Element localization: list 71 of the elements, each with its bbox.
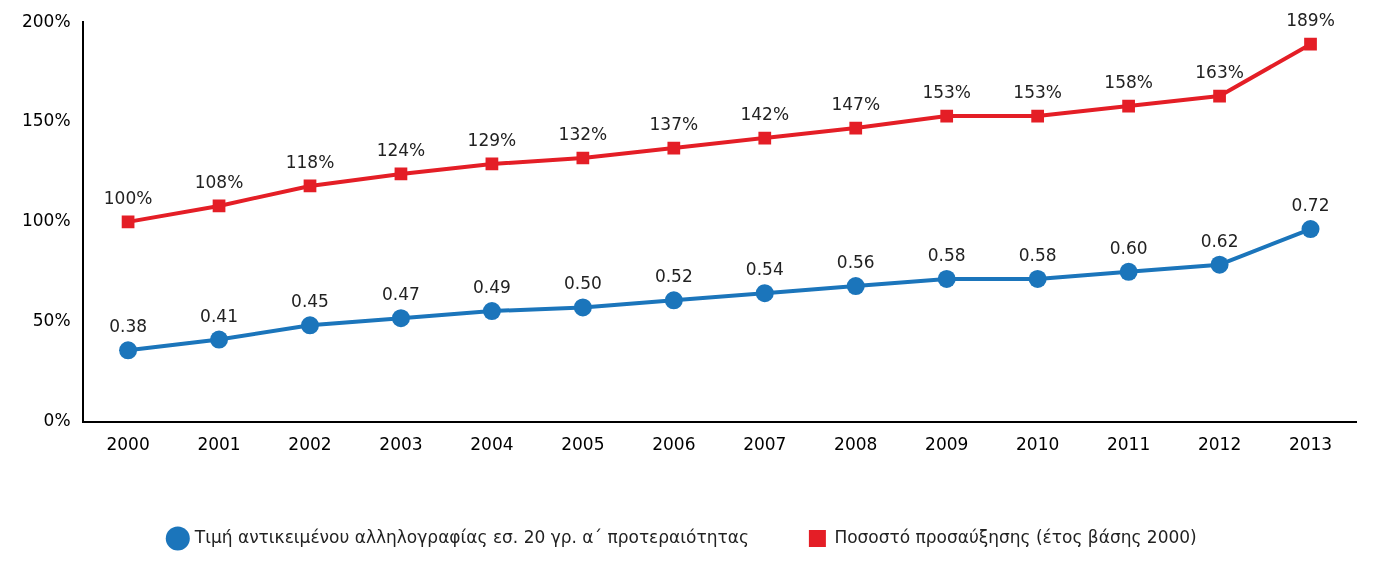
point (482, 302, 501, 321)
x-tick-label: 2013 (1288, 434, 1333, 455)
point (758, 131, 772, 145)
x-tick-label: 2011 (1106, 434, 1151, 455)
x-tick-label: 2012 (1197, 434, 1242, 455)
point (849, 121, 863, 135)
x-tick-label: 2001 (197, 434, 241, 455)
data-label: 137% (649, 113, 699, 134)
data-label: 0.38 (109, 316, 148, 337)
data-label: 0.45 (291, 291, 329, 312)
point (1028, 269, 1047, 288)
point (119, 341, 138, 360)
data-label: 163% (1195, 62, 1244, 83)
point (300, 316, 319, 335)
data-label: 132% (558, 123, 608, 144)
y-tick-label: 50% (32, 310, 71, 331)
data-label: 108% (194, 171, 244, 192)
x-tick-label: 2000 (106, 434, 150, 455)
data-label: 0.58 (1018, 244, 1057, 265)
point (1304, 37, 1317, 51)
point (1119, 262, 1138, 281)
x-tick-label: 2008 (834, 434, 878, 455)
point (940, 109, 954, 123)
legend-label: Ποσοστό προσαύξησης (έτος βάσης 2000) (834, 526, 1197, 547)
data-label: 147% (831, 93, 881, 114)
point (1210, 255, 1229, 274)
data-label: 153% (922, 81, 971, 102)
data-label: 0.52 (654, 266, 693, 287)
x-tick-label: 2004 (470, 434, 514, 455)
point (391, 309, 410, 328)
point (937, 269, 956, 288)
y-tick-label: 150% (21, 110, 71, 131)
x-tick-label: 2006 (652, 434, 696, 455)
data-label: 158% (1104, 72, 1153, 92)
data-label: 0.62 (1200, 230, 1239, 251)
point (664, 291, 683, 310)
data-label: 124% (376, 139, 426, 160)
point (1213, 89, 1226, 103)
point (210, 330, 229, 349)
data-label: 129% (467, 129, 517, 150)
data-label: 0.58 (927, 244, 966, 265)
point (755, 284, 774, 303)
data-label: 0.49 (472, 276, 511, 297)
point (846, 277, 865, 296)
data-label: 0.56 (836, 252, 875, 273)
x-tick-label: 2009 (925, 434, 969, 455)
data-label: 118% (285, 151, 335, 172)
data-label: 0.72 (1291, 194, 1330, 215)
data-label: 189% (1286, 10, 1335, 31)
point (667, 141, 681, 155)
y-tick-label: 200% (21, 10, 71, 31)
x-tick-label: 2003 (379, 434, 423, 455)
x-tick-label: 2005 (561, 434, 605, 455)
point (573, 298, 592, 317)
data-label: 0.47 (382, 284, 420, 305)
data-label: 0.50 (563, 273, 602, 294)
data-label: 142% (740, 103, 790, 124)
data-label: 0.54 (745, 259, 784, 280)
data-label: 0.60 (1109, 237, 1148, 258)
y-tick-label: 0% (43, 410, 71, 431)
y-tick-label: 100% (21, 210, 71, 231)
point (1301, 220, 1320, 239)
point (1031, 109, 1045, 123)
x-tick-label: 2002 (288, 434, 332, 455)
data-label: 0.41 (200, 305, 238, 326)
x-tick-label: 2010 (1016, 434, 1060, 455)
data-label: 153% (1013, 81, 1062, 102)
legend-label: Τιμή αντικειμένου αλληλογραφίας εσ. 20 γρ. α΄ προτεραιότητας (193, 526, 749, 547)
point (1122, 99, 1135, 113)
x-tick-label: 2007 (743, 434, 787, 455)
data-label: 100% (103, 187, 153, 208)
